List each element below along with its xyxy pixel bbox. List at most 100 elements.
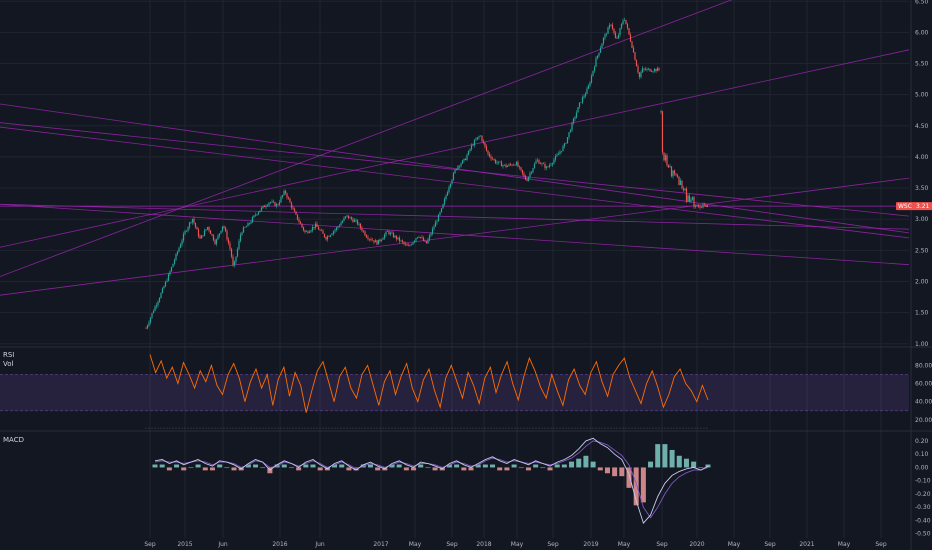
macd-histogram-bar [482,464,488,468]
time-tick-label: Sep [764,541,776,548]
candle-body [256,214,258,215]
candle-body [700,207,703,209]
macd-histogram-bar [224,467,230,469]
candle-body [356,220,359,225]
candle-body [638,72,641,77]
candle-body [446,192,449,196]
time-tick-label: Sep [144,541,156,548]
price-tick-label: 5.00 [915,92,929,99]
trend-line[interactable] [0,49,910,248]
candle-body [377,239,380,245]
candle-body [332,231,335,234]
macd-tick-label: -0.30 [915,504,931,511]
candle-body [331,233,333,236]
candle-body [637,66,639,73]
candle-body [437,214,440,222]
macd-histogram-bar [597,467,603,471]
candle-body [467,150,470,156]
candle-body [379,239,381,241]
candle-body [211,233,213,236]
price-tick-label: 6.00 [915,29,929,36]
candle-body [370,239,372,241]
candle-body [419,236,422,238]
macd-histogram-bar [260,467,266,469]
time-tick-label: Sep [547,541,559,548]
candle-body [610,24,612,26]
candle-body [678,176,680,186]
candle-body [482,141,485,143]
candle-body [286,193,288,198]
trend-line[interactable] [0,203,910,230]
candle-body [416,237,419,239]
trend-line[interactable] [0,0,909,277]
macd-histogram-bar [303,464,309,468]
candle-body [278,202,281,205]
candle-body [449,183,452,188]
candle-body [509,164,512,165]
trend-line[interactable] [0,122,910,217]
macd-histogram-bar [525,467,531,471]
candle-body [236,248,239,257]
candle-body [238,240,240,249]
candle-body [184,231,186,234]
candle-body [622,20,624,24]
candle-body [512,164,515,166]
macd-panel: MACD [3,436,711,524]
candle-body [385,231,387,235]
candle-body [401,240,404,243]
candle-body [523,173,525,176]
candle-body [410,244,413,246]
candle-body [551,163,554,165]
candle-body [457,165,459,169]
candle-body [152,311,155,314]
candle-body [575,112,578,118]
candle-body [583,96,585,98]
candle-body [679,180,682,186]
candle-body [568,132,570,138]
candle-body [566,137,569,143]
macd-histogram-bar [296,467,302,471]
candle-body [475,139,477,141]
candle-body [592,70,594,76]
candle-body [530,172,533,174]
candle-body [169,271,171,275]
trend-line[interactable] [0,126,910,239]
time-tick-label: May [511,541,524,548]
candle-body [422,237,425,241]
candle-body [242,227,245,233]
candle-body [244,227,246,228]
candle-body [400,240,402,242]
trend-line[interactable] [0,177,910,296]
candle-body [514,164,516,166]
candle-body [325,237,327,240]
candle-body [502,165,504,167]
candle-body [670,166,673,177]
candle-body [563,143,566,147]
macd-histogram-bar [411,467,417,471]
trend-line[interactable] [0,103,910,234]
macd-histogram-bar [683,458,689,468]
candle-body [245,226,248,228]
candle-body [271,201,273,203]
candle-body [149,317,152,323]
candle-body [682,188,685,191]
candle-body [368,239,371,240]
candle-body [454,170,456,174]
candle-body [557,153,560,155]
candle-body [632,47,635,53]
candle-body [241,232,243,235]
candle-body [478,136,480,138]
candle-body [652,71,654,72]
candle-body [191,218,194,223]
time-tick-label: 2019 [583,541,598,548]
candle-body [269,202,272,203]
candle-body [526,179,528,181]
candle-body [251,217,254,222]
volume-label: Vol [3,360,14,368]
candle-body [608,25,611,28]
candle-body [455,168,458,171]
price-tick-label: 1.00 [915,341,929,348]
candle-body [556,154,558,157]
